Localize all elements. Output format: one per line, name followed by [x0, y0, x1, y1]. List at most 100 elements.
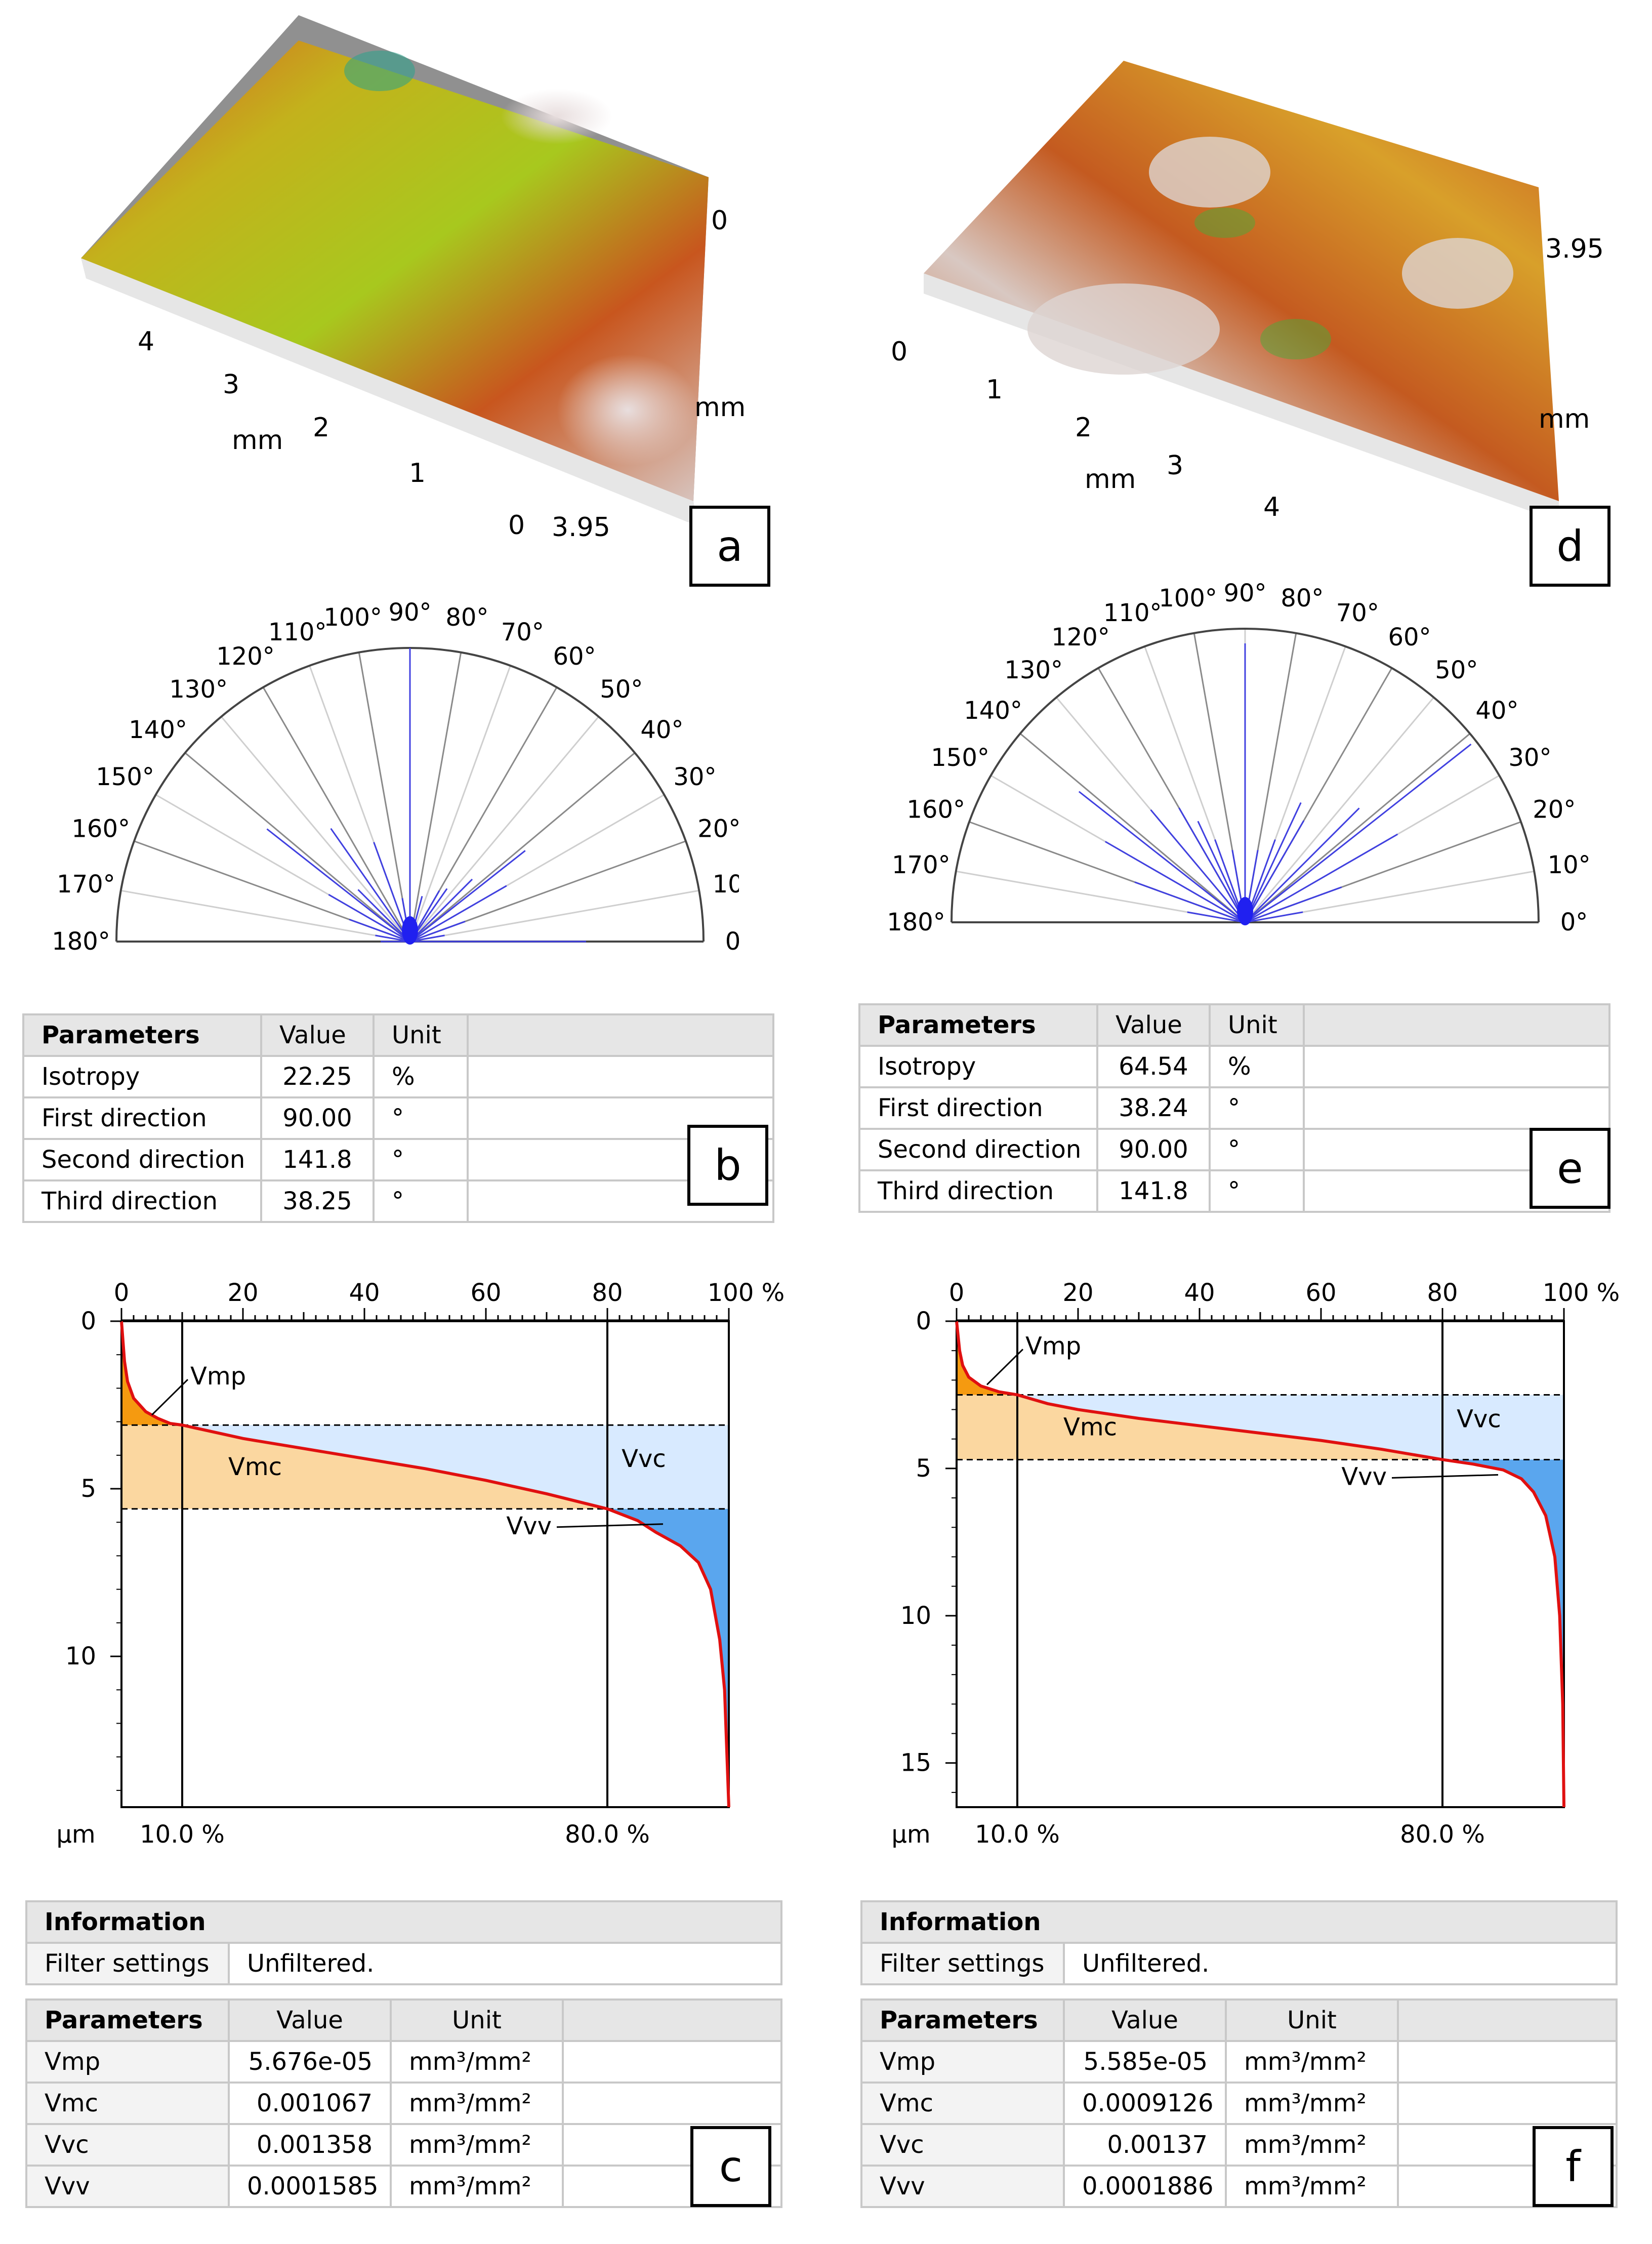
param-value: 141.8	[1096, 1169, 1211, 1213]
polar-spoke	[266, 828, 410, 943]
vmp-arrow	[151, 1379, 189, 1416]
polar-spoke	[1245, 833, 1398, 923]
polar-spoke	[1078, 791, 1246, 923]
polar-spoke	[330, 828, 411, 942]
param-name: First direction	[858, 1086, 1098, 1130]
param-name: Vvv	[860, 2165, 1065, 2208]
vvc-label: Vvc	[1457, 1405, 1501, 1433]
volume-table-c: Parameters Value Unit Vmp 5.676e-05 mm³/mm…	[25, 1998, 782, 2208]
surface-a-x-unit: mm	[232, 425, 283, 456]
param-name: Isotropy	[858, 1045, 1098, 1088]
param-unit: °	[1209, 1128, 1305, 1171]
polar-angle-label: 60°	[553, 642, 596, 671]
param-value: 22.25	[260, 1055, 375, 1098]
polar-angle-label: 20°	[697, 815, 739, 843]
surface-3d-d	[924, 61, 1559, 521]
y-tick-label: 10	[65, 1642, 96, 1670]
polar-chart-a: 0° 10° 20° 30° 40° 50°60° 70° 80° 90°100°110°120…	[52, 598, 739, 956]
param-name: Vvv	[25, 2165, 230, 2208]
polar-angle-label: 70°	[1336, 599, 1379, 627]
y-tick-label: 15	[900, 1749, 931, 1777]
marker-label: 10.0 %	[975, 1820, 1060, 1849]
filter-value: Unfiltered.	[1063, 1942, 1618, 1985]
polar-gridline	[409, 652, 462, 942]
param-name: Isotropy	[22, 1055, 262, 1098]
vmc-region	[121, 1425, 607, 1509]
polar-spoke	[409, 885, 507, 943]
polar-spoke	[375, 934, 410, 943]
param-value: 0.001067	[228, 2082, 392, 2125]
table-row: Third direction 141.8 °	[858, 1169, 1610, 1213]
polar-angle-label: 50°	[600, 675, 643, 704]
param-value: 5.676e-05	[228, 2040, 392, 2084]
param-name: Vmp	[860, 2040, 1065, 2084]
y-tick-label: 5	[916, 1454, 931, 1483]
vmp-label: Vmp	[190, 1362, 246, 1391]
param-name: Vmc	[860, 2082, 1065, 2125]
polar-angle-label: 150°	[96, 763, 154, 791]
col-header-value: Value	[228, 1998, 392, 2042]
polar-angle-label: 20°	[1533, 796, 1576, 824]
polar-spoke	[1150, 809, 1246, 923]
y-tick-label: 0	[916, 1307, 931, 1335]
table-row: Vmp 5.585e-05 mm³/mm²	[860, 2040, 1618, 2084]
polar-angle-label: 120°	[216, 642, 275, 671]
param-unit: mm³/mm²	[1225, 2165, 1399, 2208]
polar-angle-label: 90°	[1223, 579, 1266, 607]
table-row: Vmc 0.001067 mm³/mm²	[25, 2082, 782, 2125]
surface-a-right-tick-0: 0	[711, 206, 728, 236]
table-row: Third direction 38.25 °	[22, 1179, 774, 1223]
param-name: Second direction	[858, 1128, 1098, 1171]
vvv-arrow	[556, 1523, 664, 1528]
vvc-region	[182, 1425, 729, 1509]
polar-spoke	[1244, 820, 1305, 923]
vvv-region	[607, 1508, 729, 1807]
table-header-row: Parameters Value Unit	[860, 1998, 1618, 2042]
table-row: Vvv 0.0001585 mm³/mm²	[25, 2165, 782, 2208]
polar-gridline	[1245, 733, 1471, 923]
polar-gridline	[1019, 733, 1246, 923]
polar-spoke	[1245, 744, 1472, 923]
param-name: Third direction	[22, 1179, 262, 1223]
polar-gridline	[409, 665, 511, 942]
y-tick-label: 0	[80, 1307, 96, 1335]
col-header-value: Value	[1063, 1998, 1227, 2042]
surface-d-tick-0: 0	[891, 337, 908, 367]
table-row: First direction 90.00 °	[22, 1096, 774, 1140]
polar-gridline	[358, 652, 411, 942]
x-tick-label: 40	[1184, 1279, 1215, 1307]
polar-gridline	[409, 716, 599, 942]
surface-d-right-tick-395: 3.95	[1545, 234, 1604, 264]
vmp-label: Vmp	[1025, 1332, 1081, 1360]
vvv-label: Vvv	[506, 1512, 552, 1540]
isotropy-table-e: Parameters Value Unit Isotropy 64.54% Fir…	[858, 1003, 1610, 1213]
param-value: 141.8	[260, 1138, 375, 1181]
param-unit: %	[373, 1055, 469, 1098]
x-tick-label: 100 %	[708, 1279, 784, 1307]
filter-label: Filter settings	[25, 1942, 230, 1985]
x-tick-label: 20	[227, 1279, 258, 1307]
polar-spoke	[1197, 821, 1246, 923]
marker-label: 80.0 %	[565, 1820, 650, 1849]
polar-angle-label: 30°	[673, 763, 716, 791]
vmp-arrow	[986, 1349, 1024, 1385]
polar-spoke	[1178, 807, 1246, 923]
param-value: 38.25	[260, 1179, 375, 1223]
surface-a-tick-2: 2	[313, 413, 330, 443]
polar-angle-label: 80°	[1281, 584, 1324, 613]
bearing-curve	[120, 1321, 730, 1808]
surface-a-y-unit: mm	[694, 392, 746, 423]
param-name: Vmp	[25, 2040, 230, 2084]
polar-angle-label: 70°	[501, 618, 544, 646]
panel-label-a: a	[689, 506, 770, 587]
y-unit-label: µm	[891, 1820, 930, 1849]
param-value: 90.00	[260, 1096, 375, 1140]
surface-d-tick-2: 2	[1075, 413, 1092, 443]
x-tick-label: 20	[1062, 1279, 1093, 1307]
y-tick-label: 10	[900, 1602, 931, 1630]
col-header-unit: Unit	[390, 1998, 564, 2042]
polar-angle-label: 50°	[1435, 656, 1478, 684]
col-header-value: Value	[1096, 1003, 1211, 1047]
col-header-blank	[1303, 1003, 1610, 1047]
table-row: First direction 38.24 °	[858, 1086, 1610, 1130]
